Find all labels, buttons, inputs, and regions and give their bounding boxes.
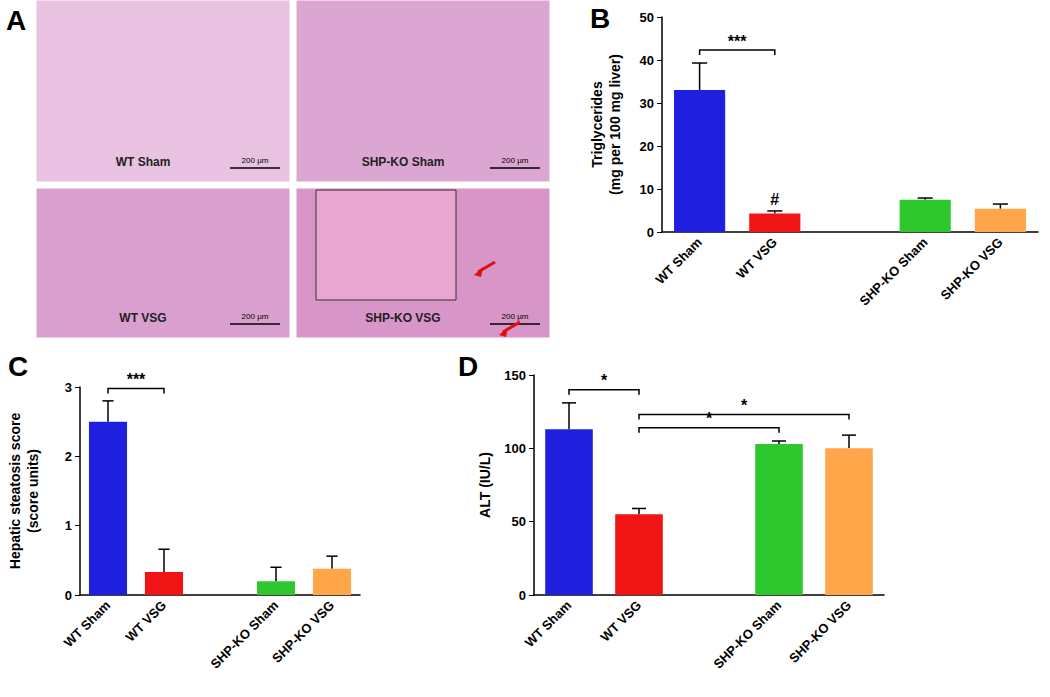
svg-text:SHP-KO VSG: SHP-KO VSG (365, 311, 440, 325)
svg-text:2: 2 (65, 449, 72, 464)
svg-text:200 µm: 200 µm (242, 156, 269, 165)
svg-text:200 µm: 200 µm (502, 312, 529, 321)
svg-text:Hepatic steatosis score: Hepatic steatosis score (7, 413, 23, 570)
svg-text:40: 40 (640, 53, 654, 68)
svg-text:30: 30 (640, 96, 654, 111)
svg-text:WT Sham: WT Sham (61, 598, 113, 650)
svg-text:50: 50 (640, 10, 654, 25)
svg-text:SHP-KO Sham: SHP-KO Sham (710, 598, 784, 672)
svg-text:SHP-KO VSG: SHP-KO VSG (269, 598, 337, 666)
svg-text:200 µm: 200 µm (502, 156, 529, 165)
svg-text:Triglycerides: Triglycerides (589, 81, 605, 168)
svg-text:10: 10 (640, 182, 654, 197)
svg-text:A: A (6, 5, 26, 36)
svg-text:WT Sham: WT Sham (652, 235, 704, 287)
svg-text:***: *** (728, 33, 747, 50)
svg-text:0: 0 (65, 588, 72, 603)
svg-text:SHP-KO Sham: SHP-KO Sham (362, 155, 445, 169)
svg-text:WT Sham: WT Sham (116, 155, 171, 169)
svg-text:D: D (458, 351, 478, 382)
svg-text:*: * (741, 397, 748, 414)
svg-text:WT VSG: WT VSG (122, 598, 169, 645)
svg-text:#: # (770, 191, 779, 208)
svg-text:SHP-KO Sham: SHP-KO Sham (857, 235, 931, 309)
svg-text:C: C (8, 351, 28, 382)
svg-text:150: 150 (504, 368, 526, 383)
svg-text:SHP-KO VSG: SHP-KO VSG (786, 598, 854, 666)
svg-text:SHP-KO VSG: SHP-KO VSG (937, 235, 1005, 303)
svg-text:0: 0 (647, 225, 654, 240)
svg-text:WT VSG: WT VSG (119, 311, 166, 325)
svg-text:*: * (706, 410, 713, 427)
svg-text:SHP-KO Sham: SHP-KO Sham (207, 598, 281, 672)
svg-text:B: B (590, 3, 610, 34)
svg-text:WT VSG: WT VSG (733, 235, 780, 282)
svg-text:*: * (601, 372, 608, 389)
svg-text:20: 20 (640, 139, 654, 154)
svg-text:0: 0 (519, 588, 526, 603)
svg-text:3: 3 (65, 380, 72, 395)
svg-text:(mg per 100 mg liver): (mg per 100 mg liver) (607, 54, 623, 195)
svg-text:200 µm: 200 µm (242, 312, 269, 321)
svg-text:WT Sham: WT Sham (522, 598, 574, 650)
svg-text:(score units): (score units) (25, 449, 41, 533)
svg-text:***: *** (127, 371, 146, 388)
svg-text:WT VSG: WT VSG (597, 598, 644, 645)
svg-text:ALT (IU/L): ALT (IU/L) (477, 452, 493, 518)
svg-text:50: 50 (512, 514, 526, 529)
svg-text:100: 100 (504, 441, 526, 456)
svg-text:1: 1 (65, 518, 72, 533)
